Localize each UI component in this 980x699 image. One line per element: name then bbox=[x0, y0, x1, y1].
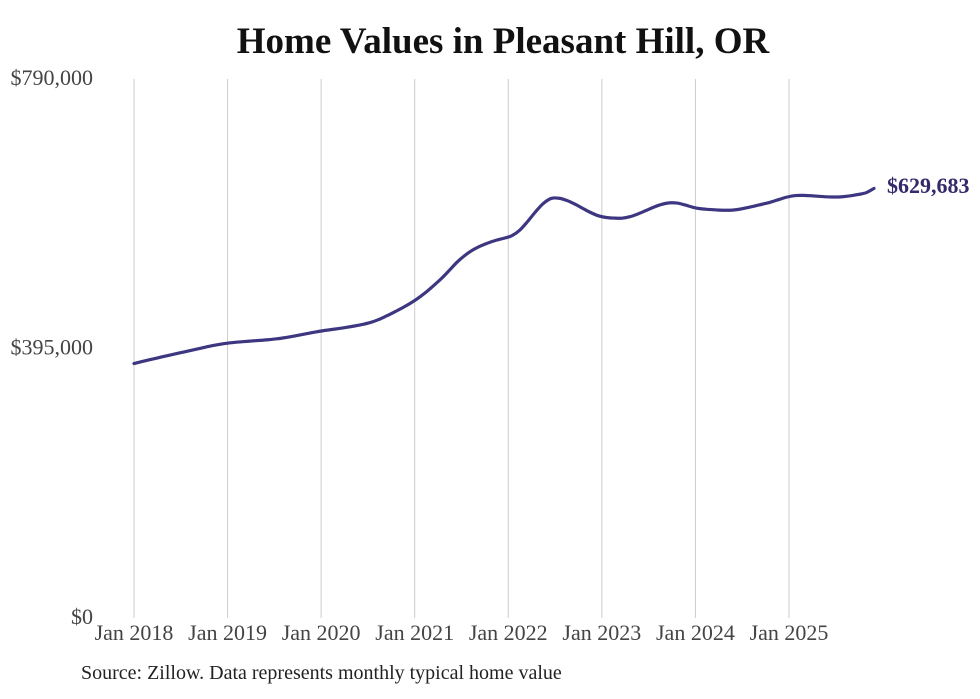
svg-text:$395,000: $395,000 bbox=[11, 335, 94, 360]
svg-text:Jan 2019: Jan 2019 bbox=[188, 620, 267, 645]
svg-text:$629,683: $629,683 bbox=[887, 173, 970, 198]
svg-text:$0: $0 bbox=[71, 604, 93, 629]
svg-text:$790,000: $790,000 bbox=[11, 65, 94, 90]
svg-text:Jan 2022: Jan 2022 bbox=[469, 620, 548, 645]
svg-text:Jan 2025: Jan 2025 bbox=[750, 620, 829, 645]
svg-text:Jan 2023: Jan 2023 bbox=[562, 620, 641, 645]
svg-text:Jan 2018: Jan 2018 bbox=[95, 620, 174, 645]
svg-text:Jan 2024: Jan 2024 bbox=[656, 620, 735, 645]
svg-text:Jan 2021: Jan 2021 bbox=[375, 620, 454, 645]
svg-text:Jan 2020: Jan 2020 bbox=[282, 620, 361, 645]
